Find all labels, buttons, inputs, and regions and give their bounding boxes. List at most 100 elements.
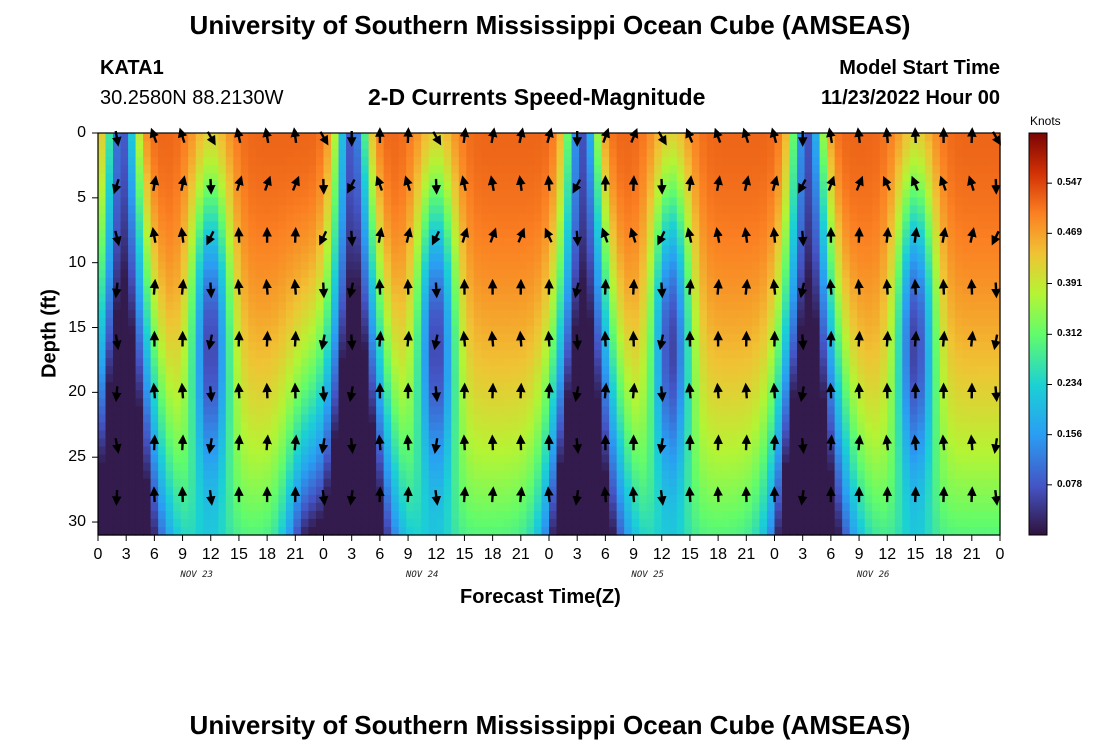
heatmap-cell [481,502,490,512]
heatmap-cell [158,454,167,464]
heatmap-cell [511,285,520,295]
heatmap-cell [579,197,588,206]
heatmap-cell [120,486,129,496]
heatmap-cell [721,149,730,158]
heatmap-cell [105,438,114,448]
heatmap-cell [473,221,482,231]
heatmap-cell [556,342,565,351]
heatmap-cell [564,245,573,255]
heatmap-cell [601,422,610,432]
heatmap-cell [759,261,768,271]
heatmap-cell [135,438,144,448]
heatmap-cell [721,165,730,174]
heatmap-cell [751,422,761,432]
heatmap-cell [406,422,415,432]
heatmap-cell [135,269,144,279]
heatmap-cell [684,141,693,150]
heatmap-cell [736,197,746,206]
heatmap-cell [165,277,174,287]
heatmap-cell [473,325,482,335]
heatmap-cell [135,486,144,496]
heatmap-cell [383,133,392,142]
heatmap-cell [782,301,791,311]
heatmap-cell [315,141,325,150]
heatmap-cell [150,366,159,375]
heatmap-cell [789,422,798,432]
heatmap-cell [120,366,129,375]
heatmap-cell [120,189,129,198]
heatmap-cell [218,446,227,456]
heatmap-cell [428,149,437,158]
heatmap-cell [338,173,347,182]
heatmap-cell [210,141,219,150]
heatmap-cell [188,382,197,391]
heatmap-cell [188,221,197,231]
heatmap-cell [827,446,836,456]
heatmap-cell [248,366,257,375]
heatmap-cell [691,277,700,287]
heatmap-cell [203,205,212,214]
heatmap-cell [308,181,317,190]
heatmap-cell [443,494,452,504]
heatmap-cell [751,494,761,504]
heatmap-cell [315,486,325,496]
heatmap-cell [571,382,580,391]
heatmap-cell [654,510,663,520]
heatmap-cell [842,350,851,359]
heatmap-cell [714,157,723,166]
heatmap-cell [270,390,279,399]
heatmap-cell [188,229,197,239]
heatmap-cell [699,390,708,399]
heatmap-cell [759,141,768,150]
heatmap-cell [631,398,640,407]
heatmap-cell [744,518,753,528]
heatmap-cell [526,317,535,327]
heatmap-cell [195,430,204,440]
heatmap-cell [353,261,362,271]
heatmap-cell [421,325,430,335]
heatmap-cell [248,462,257,472]
heatmap-cell [443,350,452,359]
heatmap-cell [300,494,310,504]
heatmap-cell [579,165,588,174]
heatmap-cell [255,149,264,158]
heatmap-cell [766,205,776,214]
heatmap-cell [579,325,588,335]
heatmap-cell [503,221,513,231]
heatmap-cell [428,502,437,512]
heatmap-cell [413,197,422,206]
heatmap-cell [113,470,122,480]
heatmap-cell [225,454,234,464]
heatmap-cell [782,342,791,351]
heatmap-cell [631,390,640,399]
heatmap-cell [812,382,821,391]
heatmap-cell [518,285,528,295]
heatmap-cell [466,334,475,343]
heatmap-cell [255,245,264,255]
heatmap-cell [812,398,821,407]
heatmap-cell [827,309,836,319]
heatmap-cell [376,502,385,512]
heatmap-cell [691,325,700,335]
heatmap-cell [361,358,370,367]
heatmap-cell [812,317,821,327]
heatmap-cell [150,325,159,335]
heatmap-cell [571,189,580,198]
heatmap-cell [594,301,603,311]
heatmap-cell [819,486,828,496]
heatmap-cell [135,141,144,150]
heatmap-cell [631,502,640,512]
heatmap-cell [676,502,685,512]
heatmap-cell [699,366,708,375]
heatmap-cell [812,414,821,424]
heatmap-cell [511,213,520,223]
heatmap-cell [413,358,422,367]
heatmap-cell [300,213,310,223]
heatmap-cell [398,366,407,375]
heatmap-cell [518,454,528,464]
heatmap-cell [383,342,392,351]
heatmap-cell [594,197,603,206]
heatmap-cell [338,269,347,279]
heatmap-cell [691,510,700,520]
heatmap-cell [488,237,497,247]
